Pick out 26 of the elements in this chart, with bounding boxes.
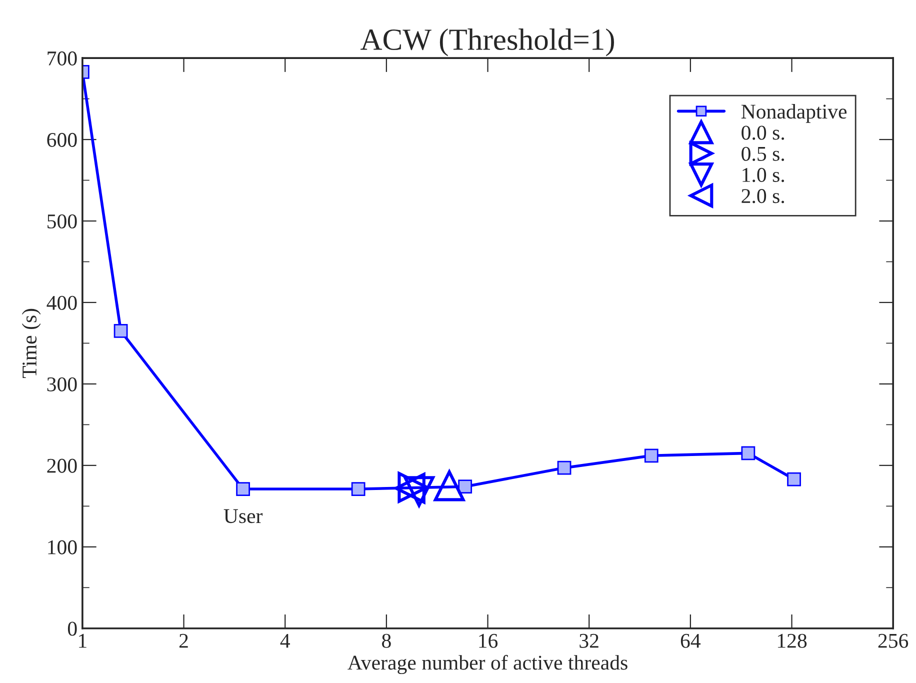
x-tick-label: 256 [878,634,908,648]
y-tick-label: 700 [48,51,77,66]
y-axis-title: Time (s) [22,308,41,378]
x-tick-label: 8 [382,634,391,648]
legend-label: 0.0 s. [742,126,784,140]
y-tick-label: 600 [47,132,77,147]
x-tick-label: 32 [580,634,598,648]
y-tick-label: 200 [47,458,77,473]
y-tick-label: 400 [46,296,77,310]
x-tick-label: 2 [179,634,188,648]
y-tick-label: 100 [48,540,77,554]
x-tick-label: 128 [778,634,807,648]
x-tick-label: 1 [79,634,86,648]
legend-label: 1.0 s. [742,168,784,182]
x-tick-label: 16 [479,634,498,648]
x-axis-title: Average number of active threads [348,654,628,674]
legend-label: Nonadaptive [741,104,847,123]
x-tick-label: 4 [280,634,290,648]
annotation: User [224,509,263,524]
legend-label: 2.0 s. [742,189,784,204]
y-tick-label: 0 [68,622,77,636]
legend-label: 0.5 s. [742,146,784,161]
x-tick-label: 64 [680,634,701,648]
y-tick-label: 300 [47,377,77,392]
y-tick-label: 500 [48,214,77,228]
chart-title: ACW (Threshold=1) [360,28,614,56]
